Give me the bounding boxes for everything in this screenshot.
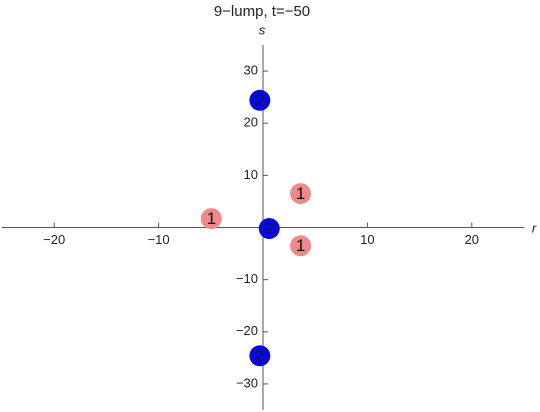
x-tick-label: −10 xyxy=(148,232,170,247)
x-axis-label: r xyxy=(532,220,537,235)
y-tick-label: 10 xyxy=(244,167,258,182)
y-tick-label: 30 xyxy=(244,63,258,78)
chart-title: 9−lump, t=−50 xyxy=(214,3,310,20)
y-tick-label: −20 xyxy=(236,323,258,338)
y-tick-label: −30 xyxy=(236,375,258,390)
point xyxy=(290,235,312,257)
point xyxy=(249,89,271,111)
point-label: 2 xyxy=(255,346,264,365)
point xyxy=(290,183,312,205)
y-tick-label: −10 xyxy=(236,271,258,286)
y-axis-label: s xyxy=(259,22,266,37)
x-tick-label: 20 xyxy=(465,232,479,247)
point-label: 1 xyxy=(296,184,305,203)
point xyxy=(200,208,222,230)
point xyxy=(249,345,271,367)
point-label: 2 xyxy=(255,91,264,110)
point-label: 2 xyxy=(265,219,274,238)
point-label: 1 xyxy=(296,236,305,255)
y-tick-label: 20 xyxy=(244,115,258,130)
point-label: 1 xyxy=(207,209,216,228)
x-tick-label: 10 xyxy=(360,232,374,247)
x-tick-label: −20 xyxy=(43,232,65,247)
point xyxy=(258,218,280,240)
